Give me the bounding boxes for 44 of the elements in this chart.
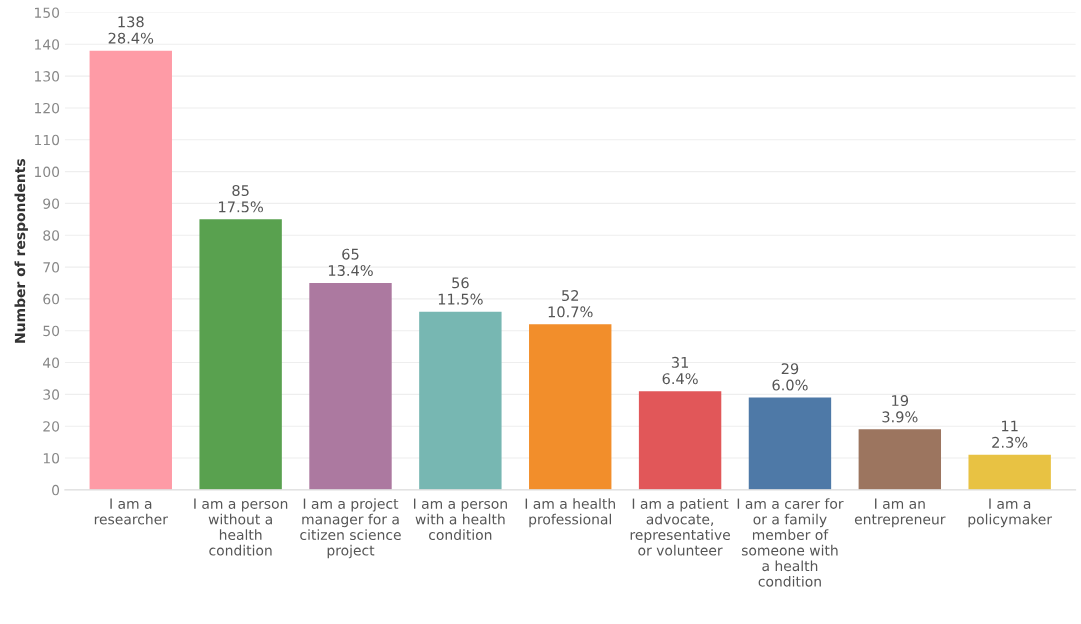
bar bbox=[968, 454, 1051, 490]
y-tick-label: 60 bbox=[43, 293, 60, 305]
x-tick-label: I am a carer for or a family member of someone with a health condition bbox=[737, 498, 844, 587]
bar bbox=[89, 50, 172, 490]
data-label: 29 6.0% bbox=[772, 363, 808, 391]
bar bbox=[748, 397, 832, 490]
data-label: 56 11.5% bbox=[438, 277, 483, 305]
y-tick-label: 140 bbox=[35, 39, 60, 50]
bar bbox=[529, 324, 612, 490]
y-tick-label: 120 bbox=[35, 102, 60, 114]
bar bbox=[199, 219, 282, 490]
y-tick-label: 50 bbox=[43, 325, 60, 337]
x-tick-label: I am a health professional bbox=[525, 498, 615, 528]
data-label: 138 28.4% bbox=[108, 16, 154, 44]
bar bbox=[309, 282, 392, 490]
y-axis-title: Number of respondents bbox=[14, 159, 28, 343]
y-tick-label: 100 bbox=[35, 166, 60, 178]
bar bbox=[638, 391, 722, 490]
x-tick-label: I am a policymaker bbox=[968, 498, 1053, 528]
data-label: 85 17.5% bbox=[219, 184, 263, 213]
y-tick-label: 70 bbox=[43, 262, 60, 273]
y-tick-label: 130 bbox=[35, 71, 60, 82]
y-tick-label: 150 bbox=[35, 7, 60, 18]
y-tick-label: 90 bbox=[43, 198, 60, 209]
bar bbox=[858, 429, 942, 490]
x-tick-label: I am an entrepreneur bbox=[854, 498, 946, 528]
data-label: 31 6.4% bbox=[662, 356, 698, 385]
data-label: 52 10.7% bbox=[548, 290, 593, 318]
y-tick-label: 40 bbox=[43, 357, 60, 369]
y-tick-label: 30 bbox=[43, 389, 60, 400]
y-tick-label: 0 bbox=[52, 484, 60, 496]
x-tick-label: I am a researcher bbox=[94, 498, 168, 525]
x-tick-label: I am a person without a health condition bbox=[194, 498, 288, 556]
y-tick-label: 110 bbox=[35, 134, 60, 146]
data-label: 65 13.4% bbox=[328, 248, 373, 276]
data-label: 11 2.3% bbox=[992, 420, 1028, 448]
y-tick-label: 20 bbox=[43, 421, 60, 432]
x-tick-label: I am a patient advocate, representative or volunteer bbox=[630, 498, 731, 556]
data-label: 19 3.9% bbox=[882, 395, 918, 423]
y-tick-label: 10 bbox=[43, 452, 60, 464]
x-tick-label: I am a person with a health condition bbox=[413, 498, 507, 541]
y-tick-label: 80 bbox=[43, 230, 60, 241]
bar bbox=[419, 311, 502, 490]
x-tick-label: I am a project manager for a citizen science project bbox=[300, 498, 401, 559]
